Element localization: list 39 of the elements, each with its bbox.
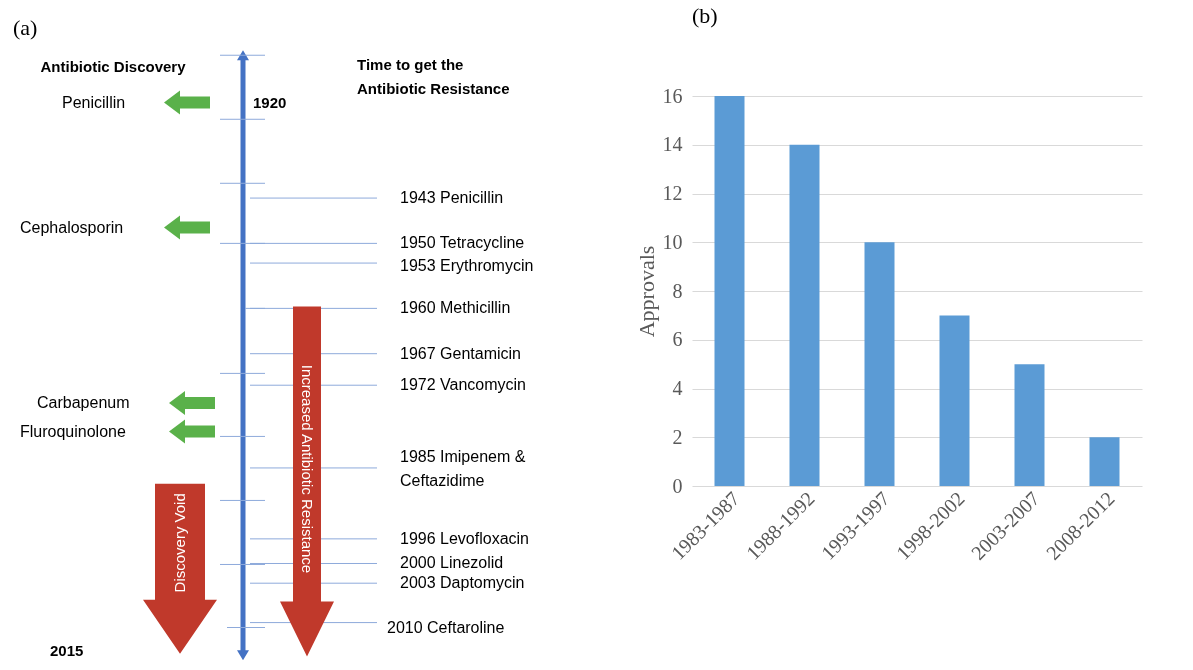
bar <box>864 242 895 486</box>
text: Time to get the Antibiotic Resistance <box>357 56 510 98</box>
bar <box>714 96 745 486</box>
text: 1972 Vancomycin <box>400 376 526 394</box>
text: 1967 Gentamicin <box>400 344 521 362</box>
text: 2000 Linezolid <box>400 554 504 572</box>
text: 1960 Methicillin <box>400 299 511 317</box>
text: 2015 <box>50 642 84 660</box>
bar <box>789 144 820 486</box>
y-tick-label: 10 <box>662 230 683 253</box>
text: Discovery Void <box>171 493 188 593</box>
text: Penicillin <box>62 93 126 111</box>
text: 1950 Tetracycline <box>400 234 525 252</box>
chart-title: (b) <box>692 3 718 28</box>
text: Fluroquinolone <box>20 422 126 440</box>
bar <box>1089 437 1120 486</box>
text: 1985 Imipenem & Ceftazidime <box>400 448 526 490</box>
text: 1996 Levofloxacin <box>400 529 529 547</box>
text: 1953 Erythromycin <box>400 257 534 275</box>
y-tick-label: 16 <box>662 84 683 107</box>
text: 1920 <box>253 93 287 111</box>
text: Cephalosporin <box>20 218 124 236</box>
text: (a) <box>13 14 38 40</box>
y-tick-label: 4 <box>672 377 683 399</box>
y-tick-label: 8 <box>672 279 683 302</box>
y-tick-label: 12 <box>662 182 683 204</box>
y-tick-label: 14 <box>662 133 683 156</box>
text: Antibiotic Discovery <box>40 58 187 76</box>
y-axis-title: Approvals <box>633 245 659 338</box>
text: 1943 Penicillin <box>400 189 504 207</box>
y-tick-label: 0 <box>672 474 683 497</box>
text: Carbapenum <box>37 393 130 411</box>
y-tick-label: 2 <box>672 425 683 448</box>
y-tick-label: 6 <box>672 328 683 351</box>
text: 2010 Ceftaroline <box>387 618 505 636</box>
bar <box>1014 364 1045 486</box>
bar <box>939 315 970 486</box>
text: 2003 Daptomycin <box>400 574 525 592</box>
text: Increased Antibiotic Resistance <box>299 364 316 574</box>
